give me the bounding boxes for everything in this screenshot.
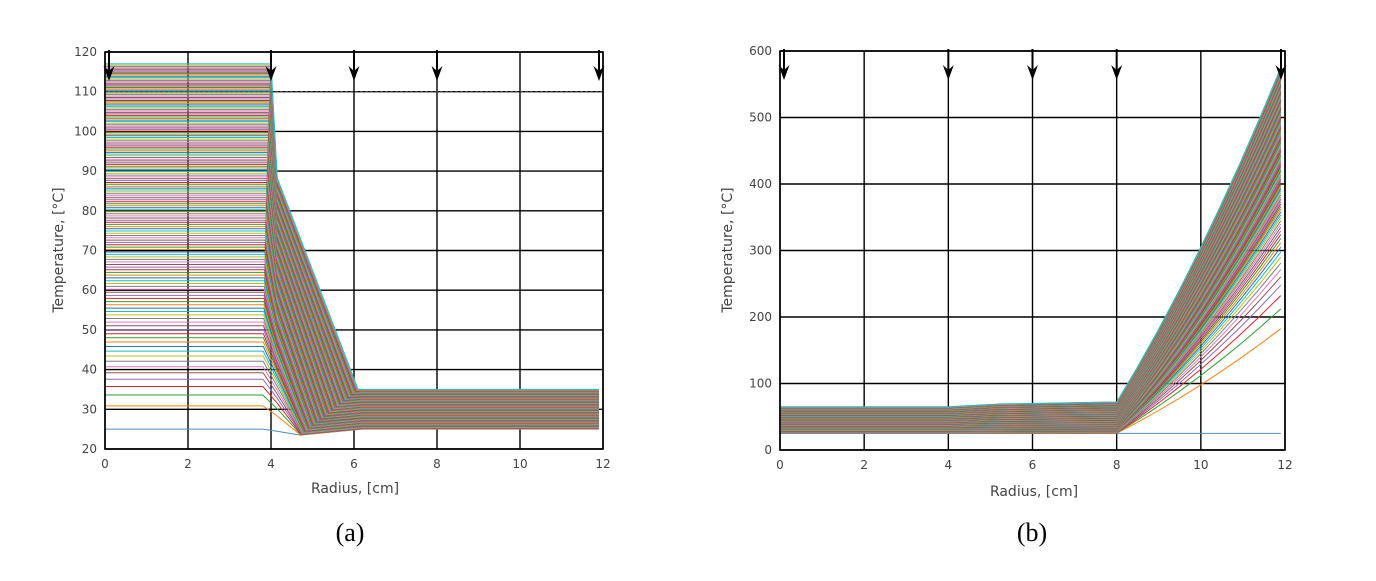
arrow-marker — [103, 50, 115, 81]
y-tick-label: 90 — [82, 164, 97, 178]
x-tick-label: 2 — [184, 457, 192, 471]
y-tick-label: 80 — [82, 204, 97, 218]
y-tick-label: 70 — [82, 244, 97, 258]
chart-b-series-group — [780, 67, 1282, 434]
y-tick-label: 20 — [82, 442, 97, 456]
series-line — [105, 114, 599, 402]
arrow-marker — [593, 50, 605, 81]
x-tick-label: 4 — [945, 458, 953, 472]
chart-panel-b: 0 2 4 6 8 10 12 0 100 200 300 400 500 600 Radius, [c… — [688, 0, 1376, 576]
chart-b-arrows — [778, 49, 1287, 80]
chart-b-y-ticks: 0 100 200 300 400 500 600 — [749, 44, 772, 457]
arrow-marker — [431, 50, 443, 81]
y-tick-label: 100 — [749, 377, 772, 391]
arrow-marker — [778, 49, 790, 80]
arrow-marker — [1111, 49, 1123, 80]
series-line — [105, 150, 599, 408]
arrow-marker — [1275, 49, 1287, 80]
y-tick-label: 50 — [82, 323, 97, 337]
y-tick-label: 300 — [749, 244, 772, 258]
y-tick-label: 60 — [82, 283, 97, 297]
x-tick-label: 4 — [267, 457, 275, 471]
series-line — [105, 87, 599, 396]
chart-b-x-axis-label: Radius, [cm] — [990, 484, 1078, 500]
arrow-marker — [348, 50, 360, 81]
series-line — [780, 67, 1282, 408]
x-tick-label: 0 — [101, 457, 109, 471]
chart-a-panel-label: (a) — [336, 518, 365, 547]
x-tick-label: 12 — [595, 457, 610, 471]
y-tick-label: 40 — [82, 363, 97, 377]
chart-a-y-ticks: 20 30 40 50 60 70 80 90 100 110 120 — [74, 45, 97, 456]
x-tick-label: 0 — [776, 458, 784, 472]
y-tick-label: 500 — [749, 111, 772, 125]
arrow-marker — [1027, 49, 1038, 80]
series-line — [105, 137, 599, 406]
series-line — [105, 63, 599, 390]
y-tick-label: 120 — [74, 45, 97, 59]
y-tick-label: 30 — [82, 402, 97, 416]
arrow-marker — [942, 49, 954, 80]
x-tick-label: 12 — [1277, 458, 1292, 472]
y-tick-label: 0 — [764, 443, 772, 457]
chart-b-x-ticks: 0 2 4 6 8 10 12 — [776, 458, 1292, 472]
arrow-marker — [265, 50, 277, 81]
series-line — [105, 122, 599, 403]
x-tick-label: 8 — [433, 457, 441, 471]
y-tick-label: 400 — [749, 177, 772, 191]
y-tick-label: 600 — [749, 44, 772, 58]
x-tick-label: 2 — [860, 458, 868, 472]
series-line — [105, 100, 599, 398]
chart-a-svg: 0 2 4 6 8 10 12 20 30 40 50 60 70 80 90 100 110 120 Radi… — [51, 45, 611, 547]
chart-a-series-group — [105, 63, 603, 436]
x-tick-label: 6 — [350, 457, 358, 471]
chart-b-svg: 0 2 4 6 8 10 12 0 100 200 300 400 500 600 Radius, [c… — [720, 44, 1293, 547]
x-tick-label: 10 — [512, 457, 527, 471]
chart-b-panel-label: (b) — [1017, 518, 1047, 547]
chart-panel-a: 0 2 4 6 8 10 12 20 30 40 50 60 70 80 90 100 110 120 Radi… — [0, 0, 688, 576]
y-tick-label: 100 — [74, 124, 97, 138]
series-line — [105, 157, 599, 409]
y-tick-label: 110 — [74, 85, 97, 99]
chart-a-arrows — [103, 50, 605, 81]
series-line — [105, 107, 599, 400]
chart-a-y-axis-label: Temperature, [°C] — [51, 187, 67, 313]
chart-a-x-axis-label: Radius, [cm] — [311, 481, 399, 497]
x-tick-label: 10 — [1193, 458, 1208, 472]
x-tick-label: 8 — [1113, 458, 1121, 472]
chart-b-y-axis-label: Temperature, [°C] — [720, 187, 736, 313]
y-tick-label: 200 — [749, 310, 772, 324]
x-tick-label: 6 — [1029, 458, 1037, 472]
chart-a-x-ticks: 0 2 4 6 8 10 12 — [101, 457, 610, 471]
